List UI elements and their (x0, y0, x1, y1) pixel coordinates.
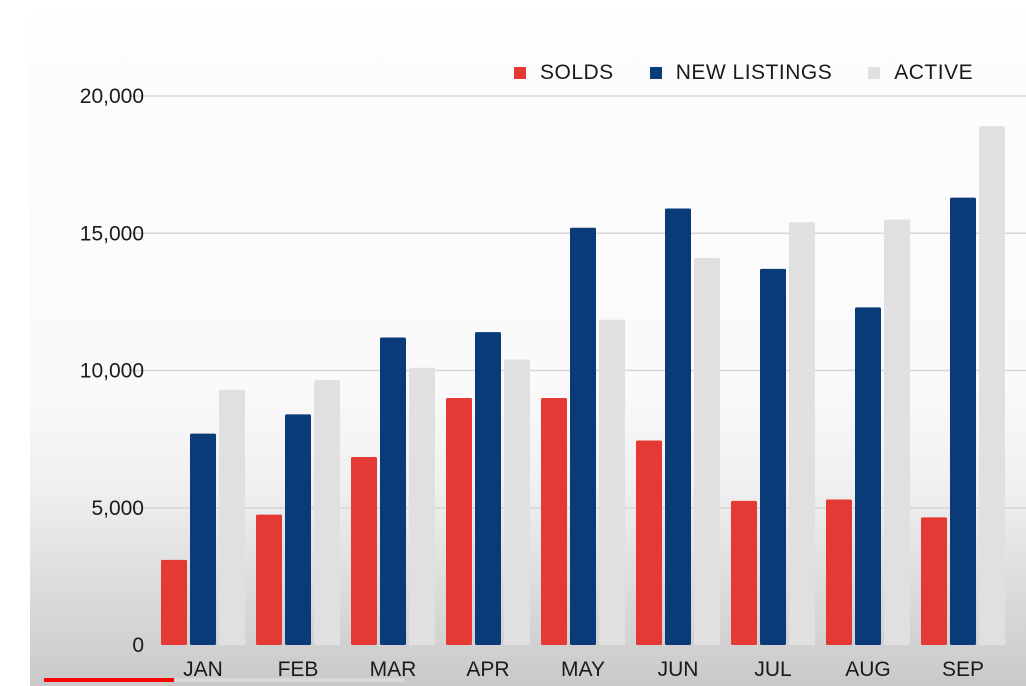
bar-new-listings (855, 307, 881, 645)
x-tick-label: MAY (561, 658, 605, 681)
legend-swatch-active (868, 67, 881, 79)
y-tick-label: 15,000 (80, 222, 144, 245)
bar-chart: 0 5,000 10,000 15,000 20,000 JAN FEB MAR APR MAY J… (80, 85, 1026, 681)
chart-panel: 0 5,000 10,000 15,000 20,000 JAN FEB MAR APR MAY J… (30, 14, 1026, 686)
bar-solds (541, 397, 567, 645)
x-tick-label: JAN (183, 658, 223, 681)
legend-item-solds: SOLDS (514, 61, 614, 85)
bar-active (599, 319, 625, 645)
x-tick-label: JUN (658, 658, 699, 681)
bar-solds (161, 559, 187, 645)
x-tick-label: AUG (845, 658, 891, 681)
bar-active (219, 389, 245, 645)
legend-label-active: ACTIVE (894, 61, 974, 84)
bar-active (979, 126, 1005, 645)
bar-new-listings (570, 227, 596, 645)
y-tick-label: 0 (132, 634, 144, 657)
legend-label-solds: SOLDS (540, 61, 614, 84)
x-tick-label: FEB (278, 658, 319, 681)
bar-solds (636, 440, 662, 645)
bar-new-listings (475, 332, 501, 645)
bar-new-listings (380, 337, 406, 645)
bar-solds (921, 517, 947, 645)
legend: SOLDS NEW LISTINGS ACTIVE (514, 61, 1009, 85)
video-progress-track[interactable] (44, 678, 404, 682)
bar-solds (826, 499, 852, 645)
bar-new-listings (950, 197, 976, 645)
bar-new-listings (760, 268, 786, 645)
y-tick-label: 20,000 (80, 85, 144, 108)
bar-active (409, 367, 435, 645)
bar-solds (256, 514, 282, 645)
x-tick-label: APR (466, 658, 509, 681)
legend-swatch-solds (514, 67, 526, 79)
bar-new-listings (665, 208, 691, 646)
bar-active (694, 257, 720, 645)
legend-label-new-listings: NEW LISTINGS (675, 61, 833, 84)
video-progress-fill[interactable] (44, 678, 174, 682)
legend-item-active: ACTIVE (868, 61, 973, 85)
bar-solds (351, 456, 377, 645)
y-tick-label: 10,000 (80, 360, 144, 383)
bar-solds (446, 397, 472, 645)
x-tick-label: JUL (754, 658, 791, 681)
bar-active (884, 219, 910, 645)
bar-active (504, 359, 530, 645)
y-tick-label: 5,000 (91, 497, 144, 520)
x-tick-label: SEP (942, 658, 984, 681)
bar-active (314, 380, 340, 645)
legend-item-new-listings: NEW LISTINGS (649, 61, 833, 85)
legend-swatch-new-listings (649, 67, 662, 79)
x-tick-label: MAR (370, 658, 417, 681)
bar-new-listings (190, 433, 216, 645)
bar-new-listings (285, 414, 311, 645)
bar-active (789, 222, 815, 645)
bar-solds (731, 500, 757, 645)
